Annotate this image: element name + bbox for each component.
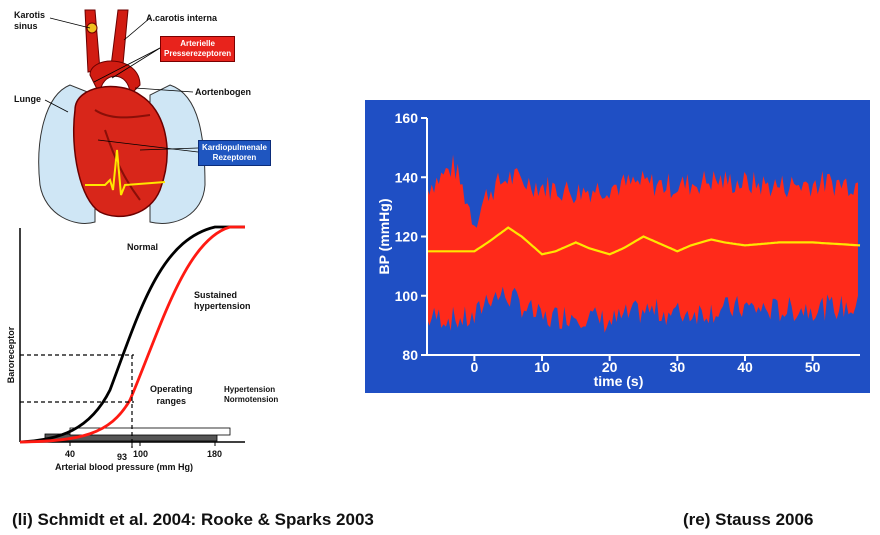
x-tick-label: 30 — [670, 359, 686, 375]
x-tick-label: 20 — [602, 359, 618, 375]
aortenbogen-label: Aortenbogen — [195, 87, 251, 97]
normotension-label: Normotension — [224, 395, 279, 404]
bp-xlabel: time (s) — [594, 373, 644, 389]
carotis-interna-label: A.carotis interna — [146, 13, 218, 23]
arterielle-presserezeptoren-box: Arterielle Presserezeptoren — [160, 36, 236, 62]
hypertension-curve — [19, 225, 245, 444]
caption-right: (re) Stauss 2006 — [683, 510, 814, 529]
karotis-sinus-label: Karotis sinus — [14, 10, 46, 31]
y-tick-label: 140 — [395, 169, 419, 185]
bp-time-chart: 80 100 120 140 160 0 10 20 30 40 50 time (s) BP (mmH… — [365, 100, 870, 393]
mean-bp-line — [427, 226, 861, 256]
operating-ranges-label: Operating ranges — [150, 384, 193, 406]
tick-180: 180 — [207, 449, 223, 459]
x-tick-label: 50 — [805, 359, 821, 375]
baroreceptor-chart — [19, 225, 245, 448]
y-tick-label: 120 — [395, 229, 419, 245]
lunge-label: Lunge — [14, 94, 41, 104]
x-tick-label: 10 — [534, 359, 550, 375]
y-tick-label: 160 — [395, 110, 419, 126]
tick-100: 100 — [133, 449, 149, 459]
x-tick-label: 40 — [737, 359, 753, 375]
hypertension-label: Hypertension — [224, 385, 276, 394]
x-tick-label: 0 — [470, 359, 478, 375]
y-tick-label: 80 — [402, 347, 418, 363]
sigmoid-ylabel: Baroreceptor — [6, 326, 16, 384]
y-tick-label: 100 — [395, 288, 419, 304]
bp-ylabel: BP (mmHg) — [376, 199, 392, 275]
tick-40: 40 — [65, 449, 76, 459]
bp-envelope-area — [427, 154, 858, 333]
normal-curve — [19, 225, 245, 444]
sigmoid-xlabel: Arterial blood pressure (mm Hg) — [55, 462, 194, 472]
carotid-left — [84, 9, 101, 73]
tick-93: 93 — [117, 452, 128, 462]
aortic-arch — [89, 60, 141, 97]
heart — [72, 85, 168, 218]
ecg-trace — [85, 149, 166, 196]
kardiopulmonale-rezeptoren-box: Kardiopulmenale Rezeptoren — [198, 140, 271, 166]
caption-left: (li) Schmidt et al. 2004: Rooke & Sparks… — [12, 510, 374, 529]
heart-illustration — [38, 9, 206, 224]
normal-label: Normal — [127, 242, 159, 252]
right-lung — [149, 84, 206, 224]
sustained-hypertension-label: Sustained hypertension — [194, 290, 251, 311]
